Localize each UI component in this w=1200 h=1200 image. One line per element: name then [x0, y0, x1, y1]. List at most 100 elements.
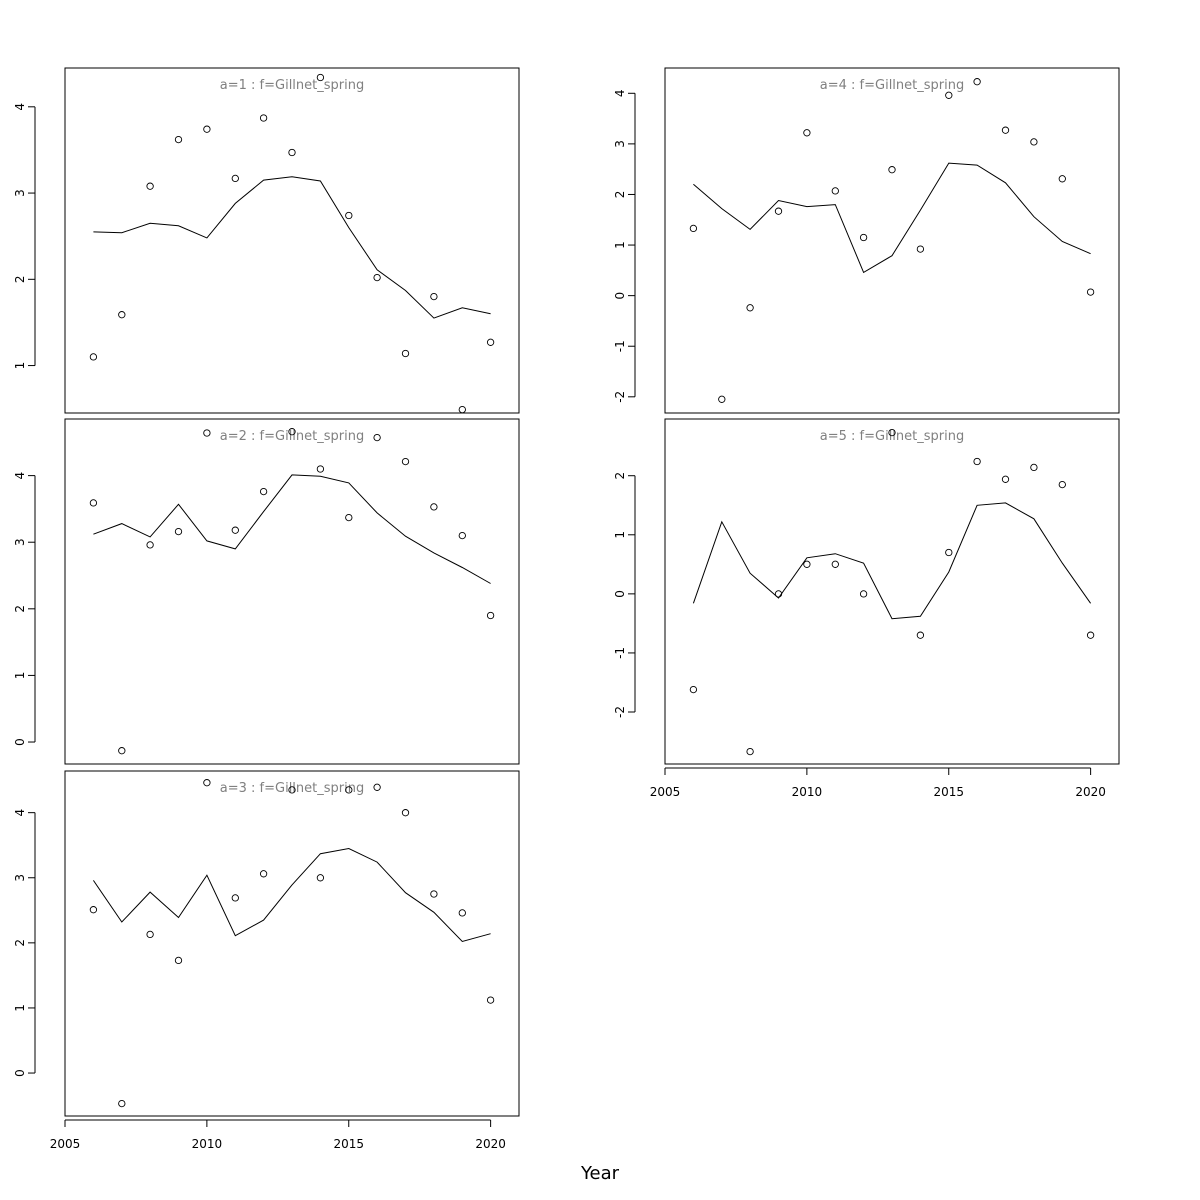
observed-point [231, 174, 239, 183]
observed-point [430, 292, 438, 301]
observed-point [288, 428, 296, 436]
observed-point [89, 906, 98, 914]
y-tick-label: 3 [13, 189, 27, 197]
y-tick-label: 4 [13, 472, 27, 480]
observed-point [458, 909, 466, 917]
plot-frame [64, 770, 520, 1117]
panel-1: a=1 : f=Gillnet_spring 1 2 3 4 [13, 67, 520, 414]
observed-point [401, 349, 410, 358]
y-tick-label: 0 [613, 292, 627, 300]
observed-point [259, 870, 268, 878]
panel-2: a=2 : f=Gillnet_spring 0 1 2 3 4 [13, 418, 520, 765]
y-tick-label: -1 [613, 340, 627, 352]
panel-3: a=3 : f=Gillnet_spring 0 1 2 3 4 2005 2010 2015 2… [13, 770, 520, 1151]
y-tick-label: -2 [613, 706, 627, 718]
x-tick-label: 2020 [1075, 785, 1106, 799]
observed-point [746, 304, 754, 312]
x-tick-label: 2010 [192, 1137, 223, 1151]
observed-point [486, 996, 495, 1004]
y-tick-label: 2 [13, 605, 27, 613]
observed-point [746, 747, 754, 756]
observed-point [373, 783, 381, 791]
fitted-line [93, 176, 491, 319]
observed-point [174, 527, 183, 536]
plot-frame [64, 418, 520, 765]
observed-point [689, 685, 698, 694]
observed-point [231, 526, 239, 534]
y-tick-label: -2 [613, 391, 627, 403]
y-tick-label: 4 [13, 103, 27, 111]
observed-point [316, 73, 325, 82]
plot-frame [664, 418, 1120, 765]
observed-point [259, 114, 268, 122]
observed-point [174, 956, 183, 965]
y-tick-label: 2 [613, 191, 627, 199]
y-tick-label: 1 [13, 1004, 27, 1012]
observed-point [373, 273, 381, 282]
y-tick-label: 0 [613, 590, 627, 598]
x-tick-label: 2005 [650, 785, 681, 799]
observed-point [89, 353, 98, 361]
observed-point [1001, 126, 1010, 134]
observed-point [118, 1099, 126, 1108]
observed-point [945, 548, 953, 557]
panel-title: a=4 : f=Gillnet_spring [820, 78, 964, 93]
observed-point [401, 809, 410, 817]
y-tick-label: -1 [613, 647, 627, 659]
observed-point [945, 91, 953, 99]
observed-point [430, 503, 438, 511]
y-tick-label: 1 [13, 672, 27, 680]
observed-point [174, 135, 183, 144]
observed-point [973, 457, 981, 466]
y-tick-label: 4 [13, 809, 27, 817]
observed-point [859, 233, 868, 242]
observed-point [916, 631, 925, 639]
observed-point [89, 499, 98, 507]
observed-point [316, 465, 325, 473]
observed-point [288, 786, 296, 794]
observed-point [203, 429, 211, 437]
panel-title: a=2 : f=Gillnet_spring [220, 429, 364, 444]
plot-frame [664, 67, 1120, 414]
observed-point [803, 129, 811, 137]
observed-point [486, 338, 495, 346]
fitted-line [692, 502, 1092, 620]
panel-title: a=3 : f=Gillnet_spring [220, 781, 364, 796]
panel-title: a=1 : f=Gillnet_spring [220, 78, 364, 93]
observed-point [1058, 175, 1066, 183]
observed-point [888, 166, 896, 174]
observed-point [973, 78, 981, 86]
observed-point [774, 590, 783, 598]
observed-point [316, 874, 325, 882]
fitted-line [693, 162, 1091, 274]
y-tick-label: 1 [613, 531, 627, 539]
fitted-line [93, 474, 491, 584]
y-tick-label: 0 [13, 738, 27, 746]
observed-point [118, 747, 126, 755]
observed-point [203, 125, 211, 133]
x-axis-label: Year [580, 1163, 620, 1184]
panel-title: a=5 : f=Gillnet_spring [820, 429, 964, 444]
observed-point [345, 513, 353, 522]
observed-point [259, 487, 268, 496]
y-tick-label: 3 [613, 140, 627, 148]
observed-point [430, 890, 438, 898]
observed-point [288, 148, 296, 157]
y-tick-label: 2 [13, 275, 27, 283]
observed-point [774, 207, 783, 215]
x-tick-label: 2010 [792, 785, 823, 799]
panels: a=1 : f=Gillnet_spring 1 2 3 4 a=2 : f=Gillne… [13, 67, 1120, 1151]
x-tick-label: 2020 [475, 1137, 506, 1151]
observed-point [831, 187, 839, 195]
y-tick-label: 0 [13, 1069, 27, 1077]
observed-point [859, 590, 868, 598]
observed-point [916, 245, 925, 253]
observed-point [345, 211, 353, 220]
y-tick-label: 3 [13, 874, 27, 882]
observed-point [118, 311, 126, 319]
observed-point [1086, 288, 1095, 296]
observed-point [803, 560, 811, 568]
x-tick-label: 2015 [933, 785, 964, 799]
observed-point [458, 531, 466, 540]
